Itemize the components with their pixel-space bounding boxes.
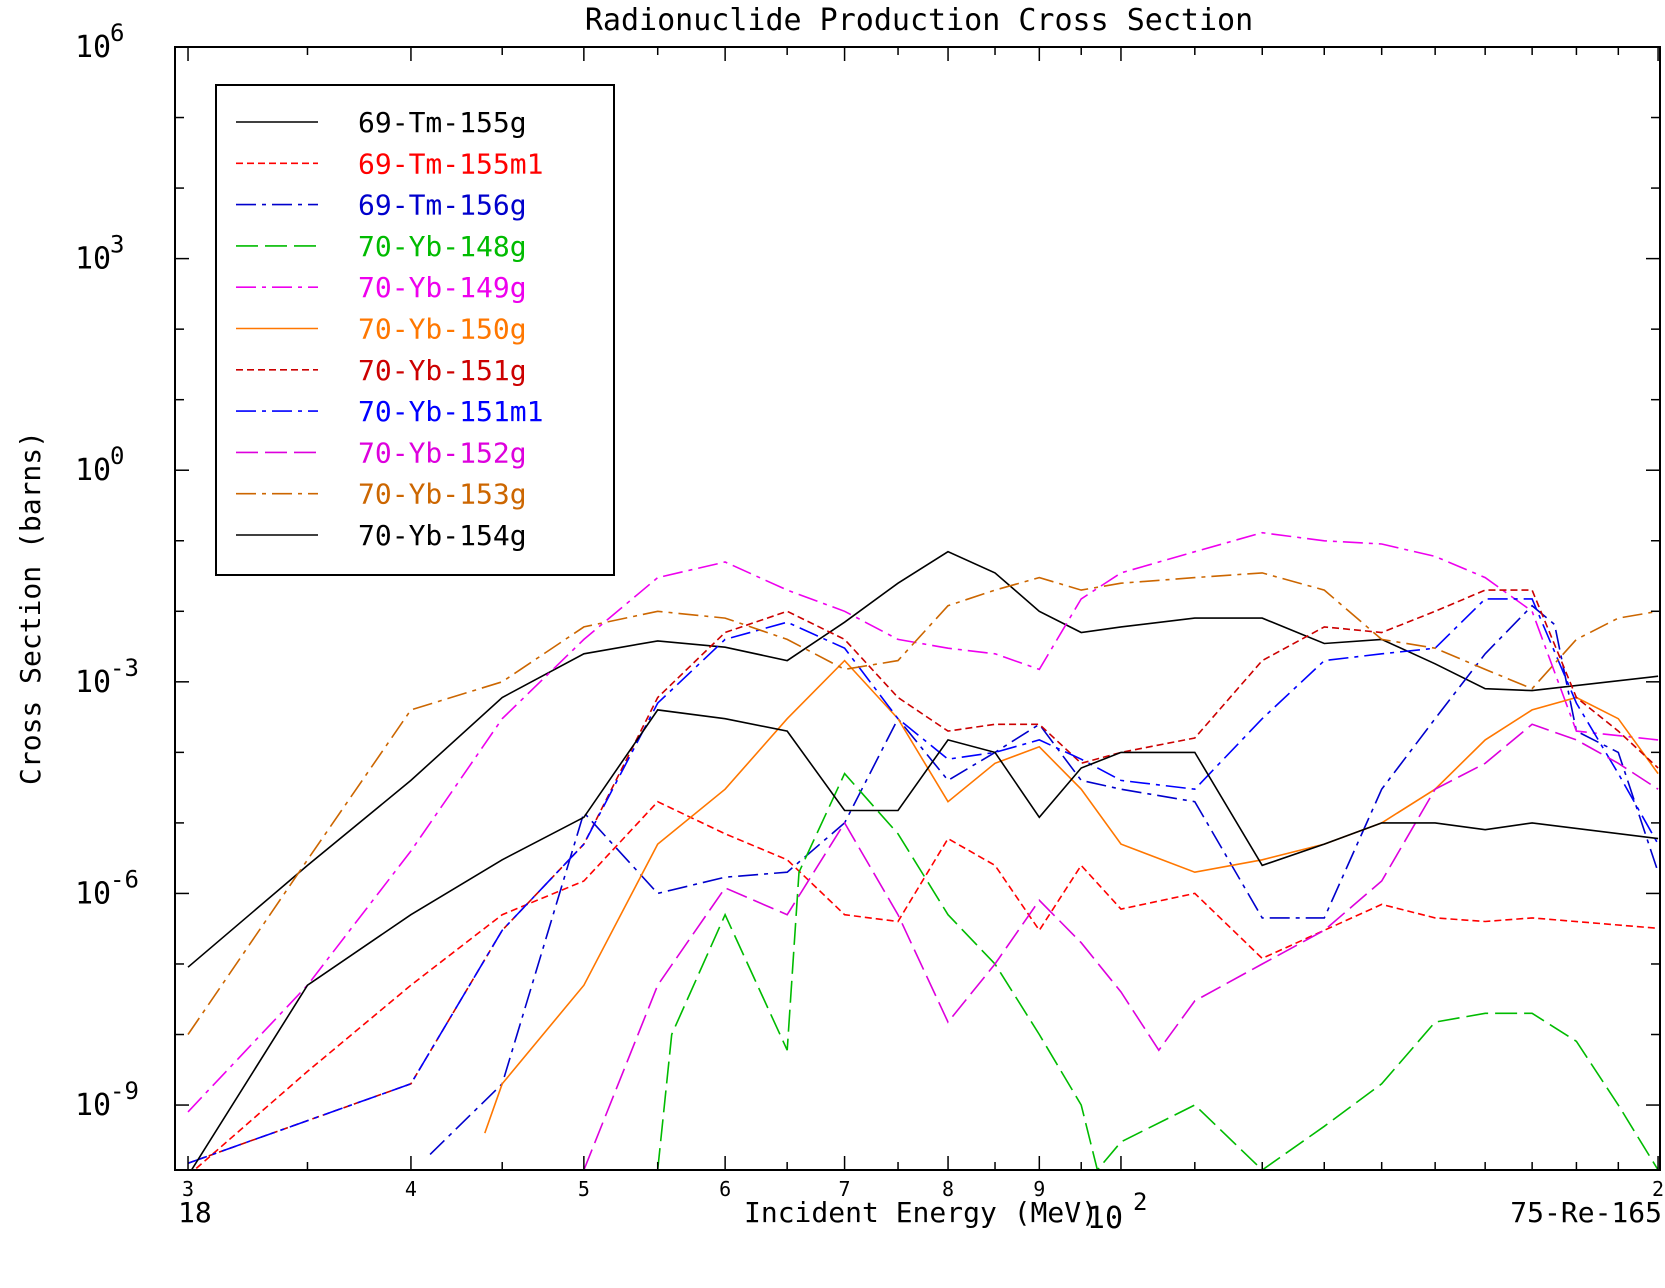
y-tick-label-base: 10 [75,665,111,700]
series-layer [187,531,1659,1170]
x-tick-label: 6 [719,1177,731,1201]
series-line-9 [583,723,1659,1170]
x-tick-label: 3 [182,1177,194,1201]
x-tick-label: 9 [1033,1177,1045,1201]
series-line-5 [187,531,1659,1113]
x-decade-label-exponent: 2 [1133,1188,1147,1216]
legend-label: 70-Yb-151g [358,354,527,387]
legend-label: 69-Tm-155g [358,106,527,139]
series-line-11 [190,709,1659,1170]
series-line-4 [656,772,1659,1170]
legend-label: 70-Yb-151m1 [358,395,543,428]
chart-title: Radionuclide Production Cross Section [585,3,1253,38]
legend: 69-Tm-155g 69-Tm-155m1 69-Tm-156g 70-Yb-148… [215,84,615,576]
footer-right-label: 75-Re-165 [1510,1196,1662,1229]
y-tick-label-exponent: 6 [110,19,124,47]
x-decade-label-base: 10 [1087,1201,1123,1236]
x-tick-label: 8 [942,1177,954,1201]
y-tick-label-exponent: -9 [110,1077,139,1105]
y-tick-label-base: 10 [75,30,111,65]
legend-label: 70-Yb-149g [358,271,527,304]
legend-label: 70-Yb-154g [358,519,527,552]
y-tick-label-base: 10 [75,242,111,277]
x-axis-label: Incident Energy (MeV) [744,1196,1098,1229]
axis-ticks [175,46,1660,1170]
series-line-3 [429,604,1659,1155]
plot-frame [174,46,1661,1171]
legend-label: 70-Yb-150g [358,313,527,346]
y-tick-label-exponent: 3 [110,231,124,259]
legend-label: 69-Tm-156g [358,189,527,222]
y-tick-label-exponent: -3 [110,654,139,682]
legend-label: 69-Tm-155m1 [358,147,543,180]
x-tick-label: 5 [578,1177,590,1201]
series-line-10 [187,572,1659,1035]
y-axis-label: Cross Section (barns) [14,431,47,785]
x-tick-label: 4 [405,1177,417,1201]
y-tick-label-exponent: -6 [110,865,139,893]
x-tick-label: 7 [839,1177,851,1201]
y-tick-label-base: 10 [75,876,111,911]
y-tick-label-base: 10 [75,453,111,488]
legend-label: 70-Yb-152g [358,436,527,469]
series-line-1 [187,550,1659,968]
series-line-7 [187,589,1659,1164]
series-line-6 [484,659,1659,1134]
legend-label: 70-Yb-148g [358,230,527,263]
footer-left-label: 18 [178,1196,212,1229]
x-tick-label: 2 [1652,1177,1664,1201]
y-tick-label-exponent: 0 [110,442,124,470]
legend-label: 70-Yb-153g [358,478,527,511]
series-line-2 [193,800,1659,1170]
y-tick-label-base: 10 [75,1088,111,1123]
